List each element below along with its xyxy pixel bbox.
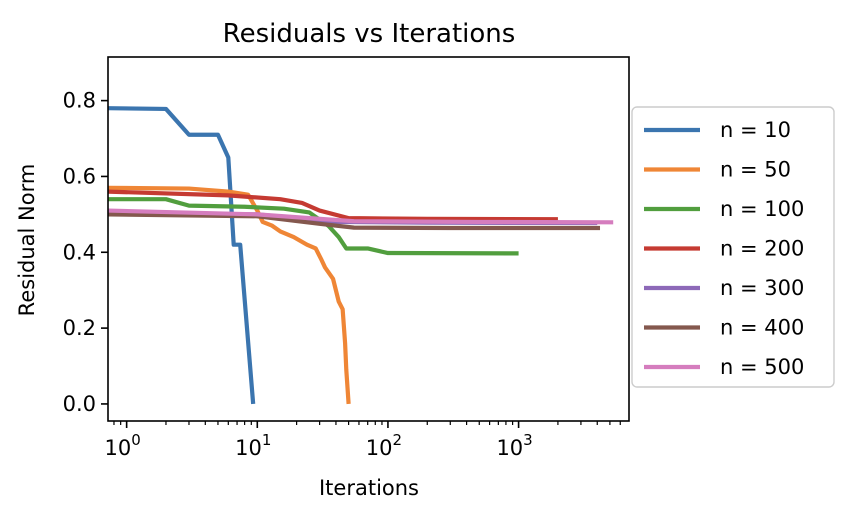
series-line-6 <box>107 212 601 231</box>
y-tick-label: 0.8 <box>63 89 96 113</box>
plot-area <box>107 56 630 422</box>
series-line-2 <box>107 185 351 405</box>
y-tick-label: 0.2 <box>63 316 96 340</box>
legend-label-5: n = 300 <box>720 276 804 300</box>
chart-title: Residuals vs Iterations <box>223 19 516 49</box>
y-tick-label: 0.6 <box>63 164 96 188</box>
x-axis: 100 101 102 103 <box>104 421 621 460</box>
x-tick-label: 100 <box>104 431 140 460</box>
x-tick-label: 102 <box>366 431 402 460</box>
y-axis-label: Residual Norm <box>15 164 39 317</box>
x-axis-label: Iterations <box>319 476 419 500</box>
plot-background <box>108 57 629 421</box>
plot-frame <box>107 56 630 422</box>
series-line-7 <box>107 208 614 225</box>
series-line-4 <box>107 189 558 222</box>
legend-label-7: n = 500 <box>720 355 804 379</box>
legend-label-3: n = 100 <box>720 197 804 221</box>
legend-label-4: n = 200 <box>720 237 804 261</box>
y-tick-label: 0.4 <box>63 240 96 264</box>
x-tick-label: 101 <box>235 431 271 460</box>
legend-label-6: n = 400 <box>720 316 804 340</box>
legend-label-2: n = 50 <box>720 158 791 182</box>
legend-label-1: n = 10 <box>720 118 791 142</box>
y-axis: 0.0 0.2 0.4 0.6 0.8 <box>63 89 108 416</box>
legend: n = 10 n = 50 n = 100 n = 200 n = 300 n = 400… <box>631 106 835 388</box>
y-tick-label: 0.0 <box>63 392 96 416</box>
series-line-1 <box>107 106 256 405</box>
legend-box <box>631 106 835 388</box>
x-tick-label: 103 <box>496 431 532 460</box>
